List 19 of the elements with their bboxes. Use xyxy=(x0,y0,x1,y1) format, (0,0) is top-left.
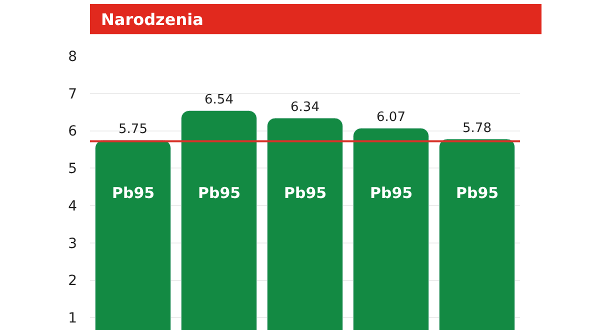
data-label: 5.78 xyxy=(462,120,492,136)
x-tick-label: Pb95 xyxy=(284,184,327,202)
y-tick-label: 7 xyxy=(68,86,77,102)
x-tick-label: Pb95 xyxy=(456,184,499,202)
y-tick-label: 1 xyxy=(68,310,77,327)
y-tick-label: 3 xyxy=(68,236,77,252)
x-tick-label: Pb95 xyxy=(370,184,413,202)
data-label: 6.07 xyxy=(376,110,406,126)
y-tick-label: 5 xyxy=(68,161,77,178)
y-tick-label: 6 xyxy=(68,124,78,140)
x-tick-label: Pb95 xyxy=(198,184,241,202)
y-tick-label: 8 xyxy=(68,48,77,65)
x-tick-label: Pb95 xyxy=(112,184,155,202)
chart-title: Narodzenia xyxy=(101,10,204,29)
data-label: 6.34 xyxy=(290,100,320,116)
y-tick-label: 2 xyxy=(68,273,77,290)
data-label: 6.54 xyxy=(204,92,234,108)
y-tick-label: 4 xyxy=(68,198,78,214)
data-label: 5.75 xyxy=(118,122,148,138)
